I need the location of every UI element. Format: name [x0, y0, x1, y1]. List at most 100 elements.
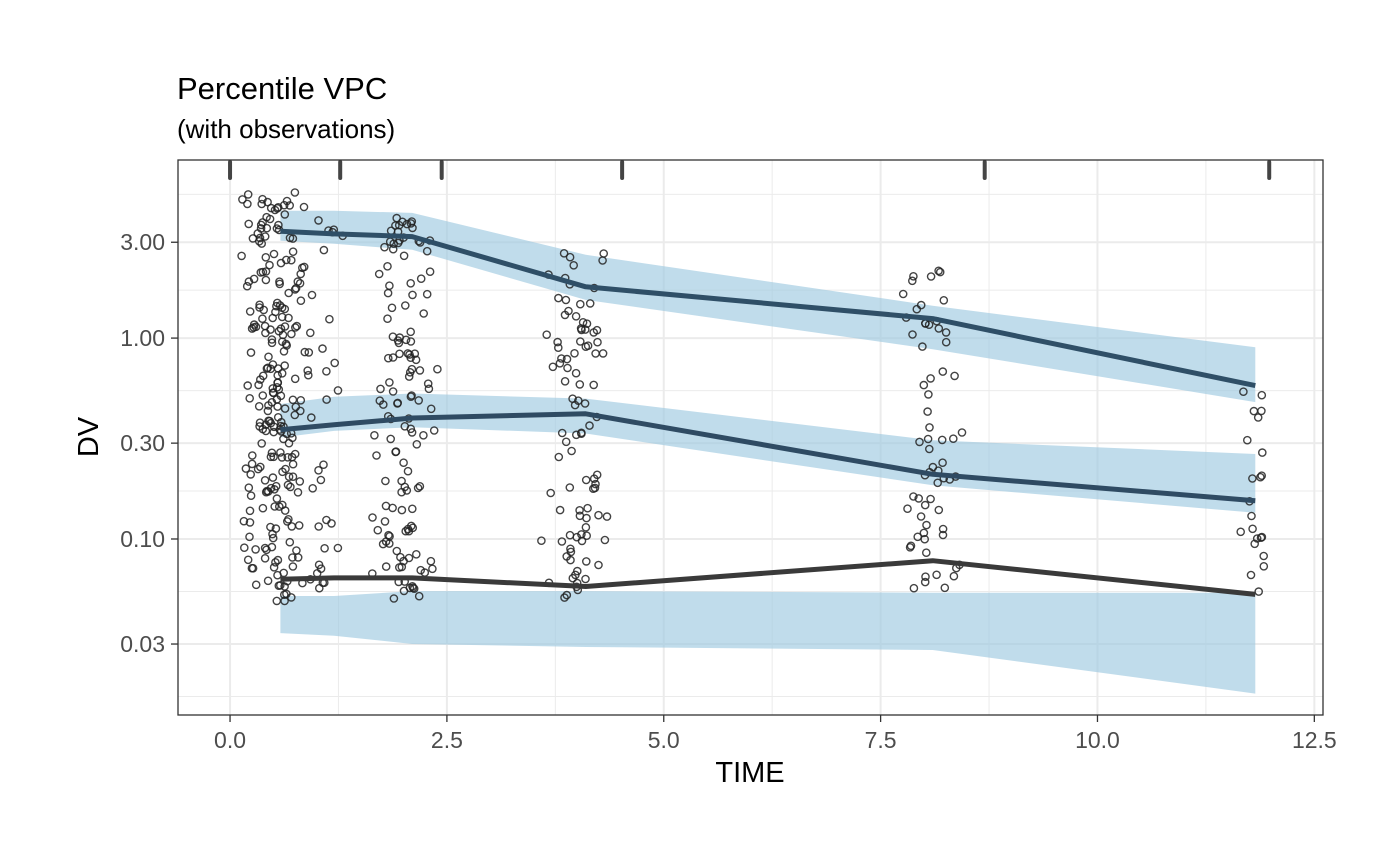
y-axis: 0.03 0.10 0.30 1.00 3.00	[120, 229, 178, 657]
observation-point	[394, 220, 404, 230]
observation-point	[275, 581, 285, 590]
observation-point	[319, 460, 328, 470]
observation-point	[919, 380, 929, 390]
plot-panel-border	[177, 159, 1324, 716]
observation-point	[565, 252, 575, 262]
observation-point	[938, 524, 948, 534]
observation-point	[277, 312, 287, 322]
observation-point	[264, 401, 273, 410]
observation-point	[561, 295, 571, 305]
observation-point	[273, 402, 282, 411]
observation-point	[293, 487, 303, 497]
observation-point	[268, 473, 278, 482]
observation-point	[575, 511, 585, 521]
x-tick-label: 2.5	[431, 727, 463, 753]
observation-point	[264, 416, 273, 426]
observation-point	[251, 545, 260, 554]
observation-point	[569, 260, 579, 270]
observation-point	[425, 267, 435, 277]
observation-point	[399, 458, 408, 468]
observation-point	[243, 555, 253, 565]
observation-point	[239, 516, 249, 526]
observation-point	[308, 483, 318, 493]
observation-point	[557, 354, 566, 363]
observation-point	[598, 349, 608, 358]
observation-point	[388, 353, 398, 362]
observation-point	[932, 570, 941, 580]
observation-point	[406, 327, 416, 337]
observation-point	[557, 428, 567, 438]
observation-point	[246, 491, 256, 501]
observation-point	[276, 448, 285, 457]
observation-point	[287, 452, 297, 462]
observation-point	[294, 521, 304, 530]
observation-point	[562, 354, 572, 364]
observation-point	[292, 546, 301, 555]
observation-point	[244, 219, 253, 229]
observation-point	[908, 330, 917, 339]
observation-point	[248, 564, 258, 573]
observation-point	[395, 349, 404, 359]
observation-point	[268, 313, 278, 323]
observation-point	[1248, 524, 1257, 534]
observation-point	[255, 300, 264, 310]
observation-point	[279, 200, 289, 210]
observation-point	[903, 504, 912, 514]
observation-point	[277, 368, 287, 378]
observation-point	[285, 201, 295, 210]
observation-point	[406, 278, 416, 288]
observation-point	[260, 543, 270, 553]
observation-point	[921, 572, 930, 582]
x-tick-label: 5.0	[648, 727, 680, 753]
observation-point	[322, 366, 331, 376]
observation-point	[262, 223, 272, 233]
observation-point	[1253, 413, 1263, 422]
observation-point	[260, 475, 270, 485]
observation-point	[581, 325, 590, 334]
observation-point	[590, 483, 600, 493]
observation-point	[1243, 435, 1252, 445]
observation-point	[581, 342, 591, 352]
observation-point	[553, 337, 562, 347]
observation-point	[269, 452, 278, 462]
observation-point	[316, 475, 326, 485]
observation-point	[424, 384, 434, 394]
observation-point	[255, 422, 264, 431]
observation-point	[290, 323, 300, 332]
observation-point	[268, 533, 278, 543]
observation-point	[257, 239, 267, 248]
observation-point	[272, 203, 282, 213]
observation-point	[251, 322, 261, 332]
observation-point	[260, 232, 270, 241]
observation-point	[264, 352, 273, 362]
x-tick-label: 0.0	[214, 727, 246, 753]
observation-point	[272, 395, 282, 404]
y-tick-label: 0.30	[120, 430, 165, 456]
band-upper	[280, 210, 1256, 403]
observation-point	[380, 242, 389, 252]
observation-point	[284, 472, 294, 482]
observation-point	[593, 337, 602, 347]
observation-point	[555, 358, 565, 368]
x-tick-label: 10.0	[1075, 727, 1120, 753]
observation-point	[594, 510, 603, 520]
observation-point	[314, 216, 323, 225]
observation-point	[314, 560, 324, 570]
observation-point	[237, 251, 246, 261]
observation-point	[277, 337, 287, 347]
observation-point	[577, 325, 586, 335]
observation-point	[381, 562, 391, 571]
observation-point	[284, 438, 294, 448]
observation-point	[407, 364, 417, 374]
observation-point	[322, 395, 331, 404]
observation-point	[409, 584, 419, 594]
observation-point	[395, 333, 405, 342]
observation-point	[384, 539, 394, 548]
observation-point	[256, 224, 266, 233]
observation-point	[280, 404, 290, 413]
observation-point	[254, 236, 264, 246]
x-tick-label: 7.5	[865, 727, 897, 753]
observation-point	[290, 188, 300, 197]
observation-point	[920, 534, 930, 544]
observation-point	[938, 530, 948, 540]
